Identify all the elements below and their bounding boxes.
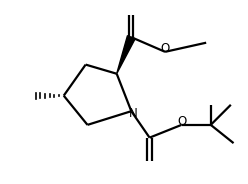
Text: O: O (177, 115, 186, 128)
Text: N: N (129, 107, 138, 120)
Text: O: O (160, 42, 170, 55)
Polygon shape (117, 36, 135, 74)
